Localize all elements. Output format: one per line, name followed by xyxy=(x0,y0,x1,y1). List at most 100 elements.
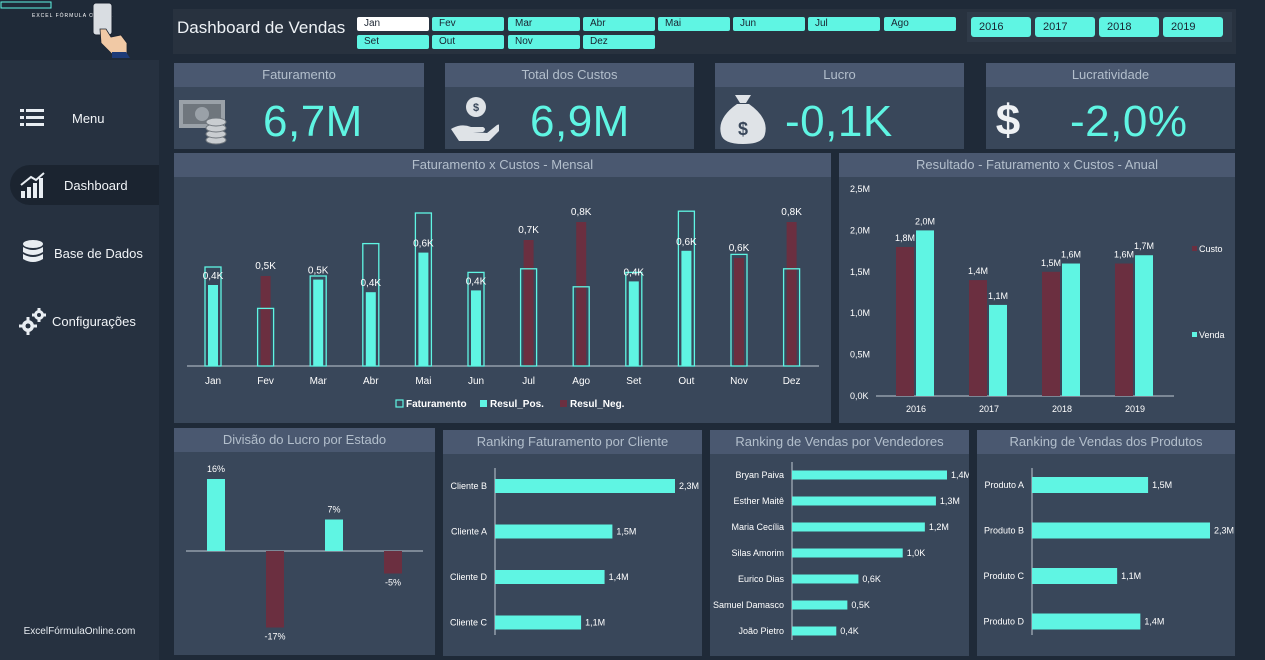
year-button-2018[interactable]: 2018 xyxy=(1099,17,1159,37)
month-button-fev[interactable]: Fev xyxy=(432,17,504,31)
bar-resul-pos xyxy=(313,279,324,366)
data-label: 1,2M xyxy=(929,522,949,532)
sellers-ranking-panel: Ranking de Vendas por Vendedores Bryan P… xyxy=(710,430,969,656)
kpi-card-faturamento: Faturamento 6,7M xyxy=(174,63,424,149)
kpi-value: 6,9M xyxy=(530,97,630,146)
footer-brand: ExcelFórmulaOnline.com xyxy=(23,626,136,637)
page-title: Dashboard de Vendas xyxy=(177,18,346,37)
bar-faturamento xyxy=(782,268,801,367)
gears-icon xyxy=(16,306,50,336)
category-label: Eurico Dias xyxy=(738,574,785,584)
month-button-nov[interactable]: Nov xyxy=(508,35,580,49)
database-icon xyxy=(16,238,50,268)
month-button-mar[interactable]: Mar xyxy=(508,17,580,31)
bar-ranking xyxy=(495,570,605,584)
month-button-dez[interactable]: Dez xyxy=(583,35,655,49)
products-ranking-panel: Ranking de Vendas dos Produtos Produto A… xyxy=(977,430,1235,656)
legend-swatch xyxy=(1192,246,1197,251)
clients-ranking-panel: Ranking Faturamento por Cliente Cliente … xyxy=(443,430,702,656)
month-button-ago[interactable]: Ago xyxy=(884,17,956,31)
sidebar-item-base-de-dados[interactable]: Base de Dados xyxy=(10,233,159,273)
bar-custo xyxy=(1115,263,1133,396)
bar-custo xyxy=(1042,271,1060,396)
data-label: 1,6M xyxy=(1061,250,1081,260)
clients-ranking-chart: Cliente B 2,3M Cliente A 1,5M Cliente D 1,4M C… xyxy=(450,468,699,635)
data-label: 2,3M xyxy=(679,481,699,491)
year-button-2019[interactable]: 2019 xyxy=(1163,17,1223,37)
sidebar-item-configuracoes[interactable]: Configurações xyxy=(10,301,159,341)
bar-ranking xyxy=(495,524,613,539)
annual-chart-panel: Resultado - Faturamento x Custos - Anual… xyxy=(839,153,1235,423)
money-stack-icon xyxy=(179,100,227,145)
bar-estado xyxy=(325,519,343,551)
x-tick-label: 2018 xyxy=(1052,404,1072,414)
x-tick-label: Mar xyxy=(310,376,328,387)
kpi-title: Faturamento xyxy=(174,63,424,87)
bar-resul-neg xyxy=(576,222,587,366)
x-tick-label: 2019 xyxy=(1125,404,1145,414)
data-label: 1,1M xyxy=(1121,571,1141,581)
data-label: 1,0K xyxy=(907,548,926,558)
x-tick-label: Ago xyxy=(572,376,590,387)
bar-ranking xyxy=(792,626,837,636)
x-tick-label: Abr xyxy=(363,376,379,387)
legend-label: Resul_Neg. xyxy=(570,399,625,410)
products-ranking-chart: Produto A 1,5M Produto B 2,3M Produto C 1,1M P… xyxy=(983,468,1234,635)
bar-venda xyxy=(989,304,1007,396)
x-tick-label: Jun xyxy=(468,376,484,387)
data-label: 2,0M xyxy=(915,216,935,226)
data-label: 0,8K xyxy=(781,207,802,218)
x-tick-label: 2016 xyxy=(906,404,926,414)
data-label: 0,4K xyxy=(361,278,382,289)
month-button-set[interactable]: Set xyxy=(357,35,429,49)
data-label: 0,6K xyxy=(729,243,750,254)
month-button-abr[interactable]: Abr xyxy=(583,17,655,31)
sidebar-item-label: Menu xyxy=(72,110,105,126)
chart-title: Ranking Faturamento por Cliente xyxy=(443,430,702,454)
bar-resul-neg xyxy=(786,222,797,366)
data-label: 0,4K xyxy=(466,276,487,287)
month-button-jan[interactable]: Jan xyxy=(357,17,429,31)
data-label: 0,5K xyxy=(851,600,870,610)
category-label: Cliente C xyxy=(450,618,488,628)
data-label: 0,8K xyxy=(571,207,592,218)
category-label: Produto D xyxy=(983,617,1024,627)
legend-label: Custo xyxy=(1199,244,1223,254)
category-label: Produto B xyxy=(984,526,1024,536)
x-tick-label: Nov xyxy=(730,376,748,387)
year-button-2017[interactable]: 2017 xyxy=(1035,17,1095,37)
data-label: 0,4K xyxy=(624,267,645,278)
chart-title: Resultado - Faturamento x Custos - Anual xyxy=(839,153,1235,177)
x-tick-label: Set xyxy=(626,376,641,387)
y-tick-label: 1,5M xyxy=(850,267,870,277)
sidebar-item-menu[interactable]: Menu xyxy=(10,98,159,138)
category-label: Silas Amorim xyxy=(731,548,784,558)
data-label: 1,7M xyxy=(1134,241,1154,251)
bar-estado xyxy=(266,551,284,628)
bar-faturamento xyxy=(730,253,748,367)
money-bag-icon: $ xyxy=(720,95,766,144)
month-button-mai[interactable]: Mai xyxy=(658,17,730,31)
bar-ranking xyxy=(1032,613,1141,630)
bar-resul-pos xyxy=(628,281,639,366)
sidebar-item-dashboard[interactable]: Dashboard xyxy=(10,165,159,205)
legend-swatch xyxy=(560,400,567,407)
legend-label: Faturamento xyxy=(406,399,467,410)
data-label: 1,5M xyxy=(1152,480,1172,490)
logo-area: EXCEL FÓRMULA ONLINE xyxy=(0,0,159,60)
category-label: Esther Maitê xyxy=(733,496,784,506)
bar-faturamento xyxy=(256,307,275,367)
kpi-value: -2,0% xyxy=(1070,97,1188,146)
legend-swatch xyxy=(1192,332,1197,337)
month-button-jun[interactable]: Jun xyxy=(733,17,805,31)
data-label: 0,5K xyxy=(308,266,329,277)
list-icon xyxy=(16,103,50,133)
month-button-jul[interactable]: Jul xyxy=(808,17,880,31)
svg-text:$: $ xyxy=(738,119,748,139)
data-label: 1,1M xyxy=(585,618,605,628)
month-button-out[interactable]: Out xyxy=(432,35,504,49)
data-label: 0,5K xyxy=(255,261,276,272)
category-label: Samuel Damasco xyxy=(713,600,784,610)
annual-chart: 0,0K0,5M1,0M1,5M2,0M2,5M1,8M2,0M20161,4M… xyxy=(850,184,1225,414)
year-button-2016[interactable]: 2016 xyxy=(971,17,1031,37)
